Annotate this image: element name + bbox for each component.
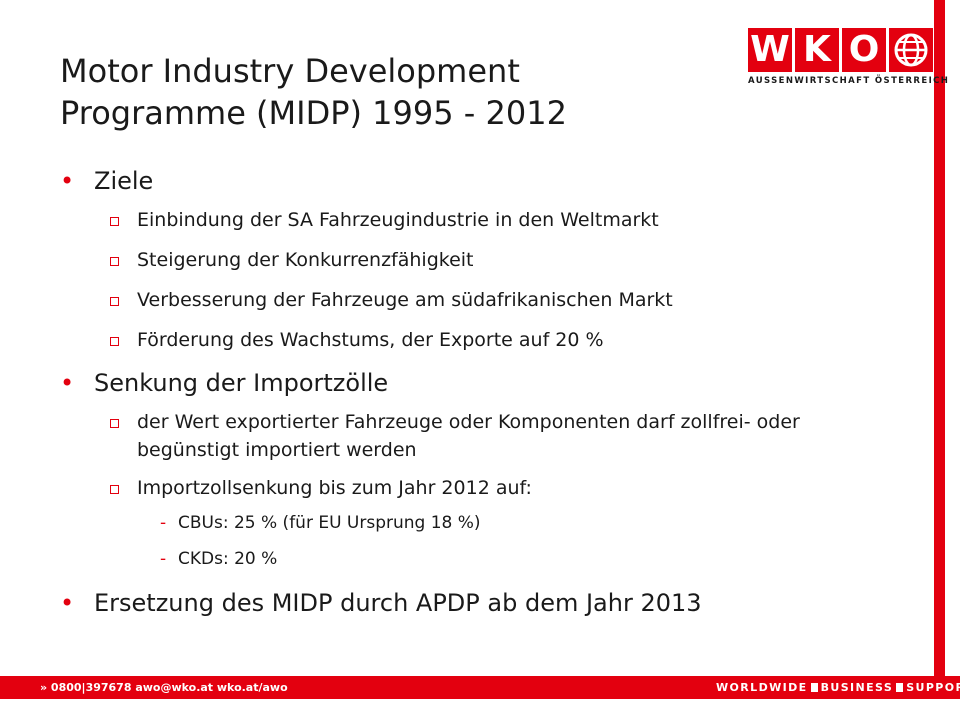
globe-icon xyxy=(889,28,933,72)
right-accent-bar xyxy=(934,0,945,676)
bullet-senkung-importzoelle: • Senkung der Importzölle xyxy=(60,368,910,398)
sub-bullet: der Wert exportierter Fahrzeuge oder Kom… xyxy=(60,408,910,464)
bullet-dot-icon: • xyxy=(60,589,75,617)
square-bullet-icon xyxy=(110,257,119,266)
sub-bullet: Verbesserung der Fahrzeuge am südafrikan… xyxy=(60,286,910,314)
sub-sub-bullet-text: CBUs: 25 % (für EU Ursprung 18 %) xyxy=(178,513,481,533)
slide-title-line-1: Motor Industry Development xyxy=(60,52,520,90)
sub-bullet: Steigerung der Konkurrenzfähigkeit xyxy=(60,246,910,274)
bullet-ziele: • Ziele xyxy=(60,166,910,196)
square-bullet-icon xyxy=(110,297,119,306)
bullet-dot-icon: • xyxy=(60,167,75,195)
footer-contact: » 0800|397678 awo@wko.at wko.at/awo xyxy=(40,681,288,694)
sub-bullet: Einbindung der SA Fahrzeugindustrie in d… xyxy=(60,206,910,234)
wko-logo: W K O AUSSENWIRTSCHAFT ÖSTERREICH xyxy=(748,28,950,90)
footer-separator xyxy=(810,683,818,692)
sub-bullet: Importzollsenkung bis zum Jahr 2012 auf: xyxy=(60,474,910,502)
bullet-heading: Ersetzung des MIDP durch APDP ab dem Jah… xyxy=(94,589,702,617)
footer-word-worldwide: WORLDWIDE xyxy=(716,681,808,694)
logo-letter-o: O xyxy=(842,28,886,72)
footer-word-business: BUSINESS xyxy=(820,681,894,694)
bullet-heading: Ziele xyxy=(94,167,154,195)
sub-bullet-text: der Wert exportierter Fahrzeuge oder Kom… xyxy=(137,411,800,461)
sub-sub-bullet-text: CKDs: 20 % xyxy=(178,549,278,569)
logo-letters: W K O xyxy=(748,28,934,72)
logo-subtitle: AUSSENWIRTSCHAFT ÖSTERREICH xyxy=(748,76,950,86)
sub-sub-bullet: - CKDs: 20 % xyxy=(60,546,910,572)
sub-bullet-text: Einbindung der SA Fahrzeugindustrie in d… xyxy=(137,209,659,231)
sub-bullet-text: Verbesserung der Fahrzeuge am südafrikan… xyxy=(137,289,673,311)
logo-letter-k: K xyxy=(795,28,839,72)
dash-bullet-icon: - xyxy=(160,549,167,569)
footer-word-support: SUPPORT xyxy=(906,681,960,694)
slide-content: • Ziele Einbindung der SA Fahrzeugindust… xyxy=(60,166,910,618)
footer-bar: » 0800|397678 awo@wko.at wko.at/awo WORL… xyxy=(0,676,960,699)
slide-title-line-2: Programme (MIDP) 1995 - 2012 xyxy=(60,94,567,132)
bullet-heading: Senkung der Importzölle xyxy=(94,369,389,397)
sub-bullet-text: Förderung des Wachstums, der Exporte auf… xyxy=(137,329,604,351)
slide-title: Motor Industry Development Programme (MI… xyxy=(60,50,567,134)
bullet-ersetzung-midp: • Ersetzung des MIDP durch APDP ab dem J… xyxy=(60,588,910,618)
bullet-dot-icon: • xyxy=(60,369,75,397)
footer-tagline: WORLDWIDE BUSINESS SUPPORT xyxy=(716,681,960,694)
footer-separator xyxy=(896,683,904,692)
square-bullet-icon xyxy=(110,217,119,226)
sub-bullet-text: Steigerung der Konkurrenzfähigkeit xyxy=(137,249,474,271)
square-bullet-icon xyxy=(110,419,119,428)
square-bullet-icon xyxy=(110,485,119,494)
sub-sub-bullet: - CBUs: 25 % (für EU Ursprung 18 %) xyxy=(60,510,910,536)
sub-bullet: Förderung des Wachstums, der Exporte auf… xyxy=(60,326,910,354)
dash-bullet-icon: - xyxy=(160,513,167,533)
sub-bullet-text: Importzollsenkung bis zum Jahr 2012 auf: xyxy=(137,477,532,499)
square-bullet-icon xyxy=(110,337,119,346)
logo-letter-w: W xyxy=(748,28,792,72)
